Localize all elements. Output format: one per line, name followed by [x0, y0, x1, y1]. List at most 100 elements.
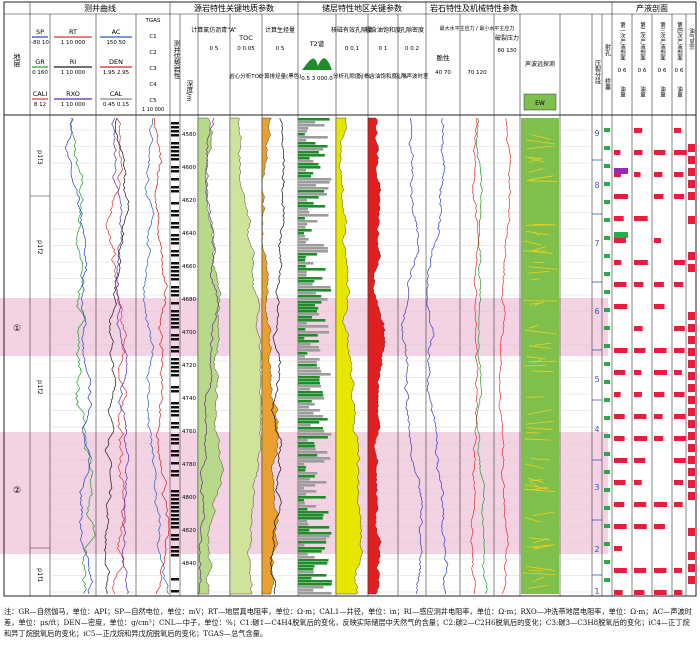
- t2-spectrum-bar: [298, 394, 324, 397]
- t2-spectrum-bar: [298, 211, 310, 214]
- perforation-marker: [604, 398, 610, 402]
- production-oil-bar: [614, 458, 628, 463]
- gas-show-bar: [688, 264, 695, 272]
- t2-spectrum-bar: [298, 136, 328, 139]
- production-oil-bar: [674, 326, 685, 331]
- sonic-reflector: [527, 250, 553, 254]
- perforation-marker: [604, 488, 610, 492]
- production-oil-bar: [654, 238, 662, 243]
- perforation-marker: [604, 290, 610, 294]
- t2-spectrum-bar: [298, 325, 329, 328]
- production-oil-bar: [654, 502, 668, 507]
- production-oil-bar: [634, 590, 645, 595]
- svg-text:4640: 4640: [182, 231, 196, 237]
- perforation-marker: [604, 578, 610, 582]
- lithology-bar: [171, 166, 179, 169]
- svg-text:GR: GR: [35, 58, 45, 66]
- t2-spectrum-bar: [298, 364, 317, 367]
- lithology-bar: [171, 334, 179, 337]
- production-oil-bar: [674, 568, 683, 573]
- production-oil-bar: [634, 436, 648, 441]
- sonic-reflector: [531, 370, 555, 373]
- lithology-bar: [171, 390, 179, 393]
- production-oil-bar: [674, 260, 686, 265]
- t2-spectrum-bar: [298, 445, 316, 448]
- svg-text:C1: C1: [149, 34, 156, 40]
- sonic-reflector: [528, 266, 558, 270]
- t2-spectrum-bar: [298, 559, 329, 562]
- t2-spectrum-bar: [298, 160, 314, 163]
- sonic-reflector: [524, 484, 549, 490]
- production-oil-bar: [634, 480, 642, 485]
- header-gas-show: 油气显示: [688, 27, 695, 51]
- header-sat-calc: 分析含油饱和度，%: [358, 72, 407, 80]
- t2-spectrum-bar: [298, 268, 326, 271]
- lithology-bar: [171, 158, 179, 161]
- perforation-marker: [604, 506, 610, 510]
- t2-spectrum-bar: [298, 508, 308, 511]
- svg-text:4780: 4780: [182, 462, 196, 468]
- t2-spectrum-bar: [298, 205, 326, 208]
- t2-spectrum-bar: [298, 412, 314, 415]
- svg-text:0.45 0.15: 0.45 0.15: [103, 102, 130, 108]
- gas-show-bar: [688, 216, 695, 224]
- svg-text:p1f2: p1f2: [36, 380, 44, 395]
- brittleness-curve: [426, 117, 449, 594]
- production-oil-bar: [654, 194, 664, 199]
- t2-spectrum-bar: [298, 187, 329, 190]
- t2-spectrum-bar: [298, 199, 307, 202]
- gas-show-bar: [688, 312, 695, 320]
- t2-spectrum-bar: [298, 193, 327, 196]
- svg-text:油量: 油量: [619, 85, 626, 99]
- figure-frame: [3, 1, 697, 597]
- t2-spectrum-bar: [298, 232, 305, 235]
- svg-text:C3: C3: [149, 66, 157, 72]
- t2-spectrum-bar: [298, 361, 317, 364]
- svg-text:4840: 4840: [182, 561, 196, 567]
- production-oil-bar: [654, 172, 663, 177]
- t2-spectrum-bar: [298, 391, 323, 394]
- t2-legend-spectrum: [302, 58, 332, 70]
- sonic-badge-label: EW: [535, 100, 545, 107]
- t2-spectrum-bar: [298, 409, 320, 412]
- lithology-bar: [171, 210, 179, 213]
- production-oil-bar: [654, 370, 667, 375]
- sonic-reflector: [525, 156, 544, 160]
- svg-text:1 10 000: 1 10 000: [61, 102, 86, 108]
- svg-text:油量: 油量: [659, 85, 666, 99]
- gas-show-bar: [688, 576, 695, 584]
- header-logging: 测井曲线: [84, 3, 116, 13]
- t2-spectrum-bar: [298, 535, 330, 538]
- rt-curve: [105, 117, 127, 595]
- perforation-marker: [604, 560, 610, 564]
- t2-spectrum-bar: [298, 547, 325, 550]
- t2-spectrum-bar: [298, 130, 308, 133]
- t2-spectrum-bar: [298, 373, 331, 376]
- production-oil-bar: [654, 524, 665, 529]
- t2-spectrum-bar: [298, 496, 326, 499]
- t2-spectrum-bar: [298, 568, 314, 571]
- header-frac-pressure: 破裂压力: [495, 34, 519, 42]
- lithology-bar: [171, 262, 179, 265]
- t2-spectrum-bar: [298, 352, 308, 355]
- lithology-bar: [171, 350, 179, 353]
- depth-axis: 4580 4600 4620 4640 4660 4680 4700 4720 …: [182, 132, 196, 567]
- svg-text:4: 4: [594, 425, 599, 434]
- t2-spectrum-bar: [298, 196, 319, 199]
- svg-text:TGAS: TGAS: [145, 18, 161, 24]
- lithology-bar: [171, 506, 179, 509]
- t2-spectrum-bar: [298, 553, 308, 556]
- lithology-bar: [171, 278, 179, 281]
- lithology-bar: [171, 414, 179, 417]
- curve-legend-gas: TGAS C1 C2 C3 C4 C5 1 10 000: [142, 18, 164, 113]
- t2-spectrum-bar: [298, 466, 307, 469]
- t2-spectrum-bar: [298, 592, 332, 595]
- lithology-bar: [171, 386, 179, 389]
- sonic-reflector: [530, 458, 551, 461]
- t2-spectrum-bar: [298, 388, 311, 391]
- sonic-reflector: [528, 168, 544, 173]
- sonic-reflector: [524, 240, 541, 246]
- lithology-bar: [171, 238, 179, 241]
- t2-spectrum-bar: [298, 457, 331, 460]
- lithology-bar: [171, 226, 179, 229]
